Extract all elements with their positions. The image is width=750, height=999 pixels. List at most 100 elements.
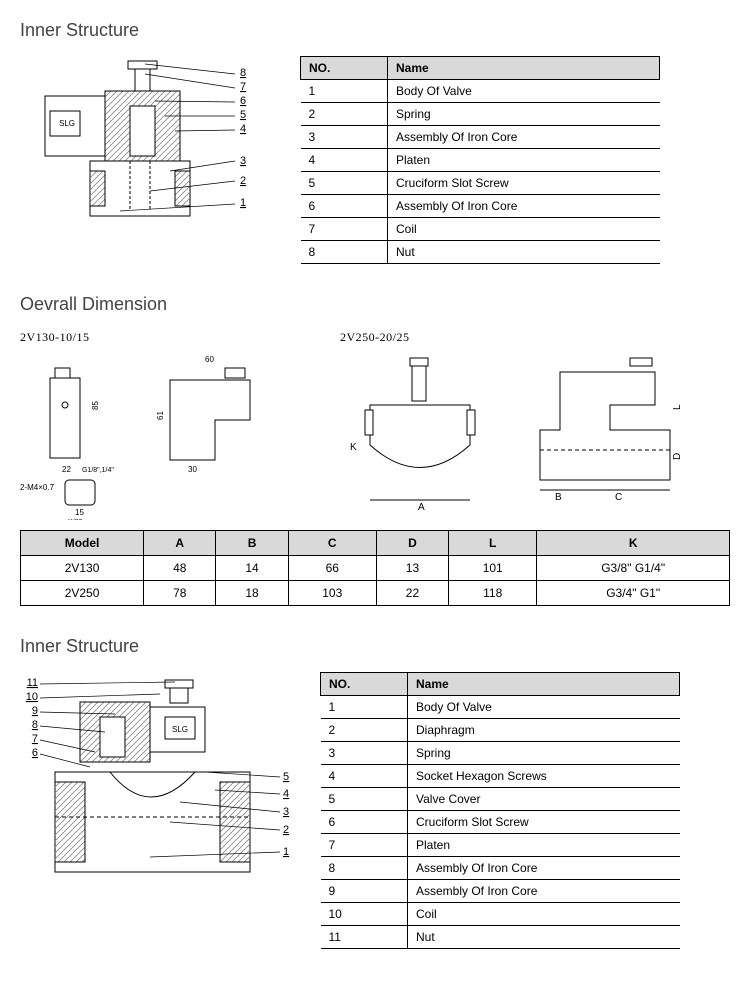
- section-title: Inner Structure: [20, 20, 730, 41]
- cell-no: 7: [301, 218, 388, 241]
- table-row: 6Assembly Of Iron Core: [301, 195, 660, 218]
- cell-no: 5: [301, 172, 388, 195]
- cell-name: Body Of Valve: [408, 696, 680, 719]
- cell: G3/8" G1/4": [537, 556, 730, 581]
- leader-l-9: 9: [32, 705, 38, 717]
- col-header: D: [376, 531, 448, 556]
- leader-7: 7: [240, 81, 246, 93]
- cell-name: Assembly Of Iron Core: [388, 126, 660, 149]
- col-no: NO.: [321, 673, 408, 696]
- col-header: B: [216, 531, 288, 556]
- cell: 14: [216, 556, 288, 581]
- table-row: 7Platen: [321, 834, 680, 857]
- slg-label: SLG: [172, 725, 188, 734]
- col-no: NO.: [301, 57, 388, 80]
- cell-name: Body Of Valve: [388, 80, 660, 103]
- cell: 22: [376, 581, 448, 606]
- parts-table-2: NO. Name 1Body Of Valve2Diaphragm3Spring…: [320, 672, 680, 949]
- col-header: K: [537, 531, 730, 556]
- cell: 118: [449, 581, 537, 606]
- cell-name: Valve Cover: [408, 788, 680, 811]
- table-row: 2V13048146613101G3/8" G1/4": [21, 556, 730, 581]
- table-row: 2V250781810322118G3/4" G1": [21, 581, 730, 606]
- col-header: C: [288, 531, 376, 556]
- cell-no: 10: [321, 903, 408, 926]
- table-row: 8Assembly Of Iron Core: [321, 857, 680, 880]
- cell-no: 4: [321, 765, 408, 788]
- cell-name: Spring: [388, 103, 660, 126]
- dim-K: K: [350, 442, 357, 453]
- cell: 18: [216, 581, 288, 606]
- cell-name: Platen: [408, 834, 680, 857]
- leader-l-7: 7: [32, 733, 38, 745]
- cell-no: 2: [301, 103, 388, 126]
- cell: 2V250: [21, 581, 144, 606]
- cell: 103: [288, 581, 376, 606]
- dim-15: 15: [75, 508, 84, 517]
- col-header: L: [449, 531, 537, 556]
- leader-r-4: 4: [283, 788, 289, 800]
- cell-name: Assembly Of Iron Core: [408, 880, 680, 903]
- table-row: 2Spring: [301, 103, 660, 126]
- leader-8: 8: [240, 67, 246, 79]
- cell-name: Cruciform Slot Screw: [408, 811, 680, 834]
- dim-B: B: [555, 492, 562, 503]
- cell: 48: [144, 556, 216, 581]
- inner-structure-section-2: Inner Structure SLG: [20, 636, 730, 949]
- cell: 101: [449, 556, 537, 581]
- leader-4: 4: [240, 123, 246, 135]
- col-header: Model: [21, 531, 144, 556]
- slg-label: SLG: [59, 119, 75, 128]
- cell-no: 5: [321, 788, 408, 811]
- table-row: 3Assembly Of Iron Core: [301, 126, 660, 149]
- parts-table-1: NO. Name 1Body Of Valve2Spring3Assembly …: [300, 56, 660, 264]
- col-header: A: [144, 531, 216, 556]
- cell: 66: [288, 556, 376, 581]
- col-name: Name: [388, 57, 660, 80]
- cell-name: Diaphragm: [408, 719, 680, 742]
- valve-diagram-1: SLG: [20, 56, 280, 236]
- dim-60: 60: [205, 355, 214, 364]
- cell-name: Coil: [388, 218, 660, 241]
- cell-no: 8: [321, 857, 408, 880]
- leader-l-6: 6: [32, 747, 38, 759]
- cell: 2V130: [21, 556, 144, 581]
- leader-6: 6: [240, 95, 246, 107]
- dim-85: 85: [91, 401, 100, 410]
- overall-dimension-section: Oevrall Dimension 2V130-10/15 85 22 G1/8…: [20, 294, 730, 606]
- cell-name: Spring: [408, 742, 680, 765]
- cell-name: Cruciform Slot Screw: [388, 172, 660, 195]
- leader-2: 2: [240, 175, 246, 187]
- table-row: 5Cruciform Slot Screw: [301, 172, 660, 195]
- section-title: Oevrall Dimension: [20, 294, 730, 315]
- leader-r-1: 1: [283, 846, 289, 858]
- cell-name: Platen: [388, 149, 660, 172]
- dim-30: 30: [188, 465, 197, 474]
- cell-no: 3: [301, 126, 388, 149]
- leader-3: 3: [240, 155, 246, 167]
- table-row: 2Diaphragm: [321, 719, 680, 742]
- cell-no: 6: [301, 195, 388, 218]
- leader-r-2: 2: [283, 824, 289, 836]
- leader-5: 5: [240, 109, 246, 121]
- col-name: Name: [408, 673, 680, 696]
- cell-no: 1: [301, 80, 388, 103]
- cell-name: Coil: [408, 903, 680, 926]
- leader-l-10: 10: [26, 691, 38, 703]
- cell-no: 4: [301, 149, 388, 172]
- leader-1: 1: [240, 197, 246, 209]
- dim-22: 22: [62, 465, 71, 474]
- cell-no: 11: [321, 926, 408, 949]
- dim-A: A: [418, 502, 425, 513]
- table-row: 10Coil: [321, 903, 680, 926]
- table-row: 4Socket Hexagon Screws: [321, 765, 680, 788]
- model-label-right: 2V250-20/25: [340, 330, 720, 345]
- cell-name: Socket Hexagon Screws: [408, 765, 680, 788]
- table-row: 6Cruciform Slot Screw: [321, 811, 680, 834]
- cell-name: Nut: [388, 241, 660, 264]
- cell-name: Assembly Of Iron Core: [408, 857, 680, 880]
- inner-structure-section-1: Inner Structure SLG: [20, 20, 730, 264]
- table-row: 11Nut: [321, 926, 680, 949]
- dim-C: C: [615, 492, 622, 503]
- table-row: 1Body Of Valve: [301, 80, 660, 103]
